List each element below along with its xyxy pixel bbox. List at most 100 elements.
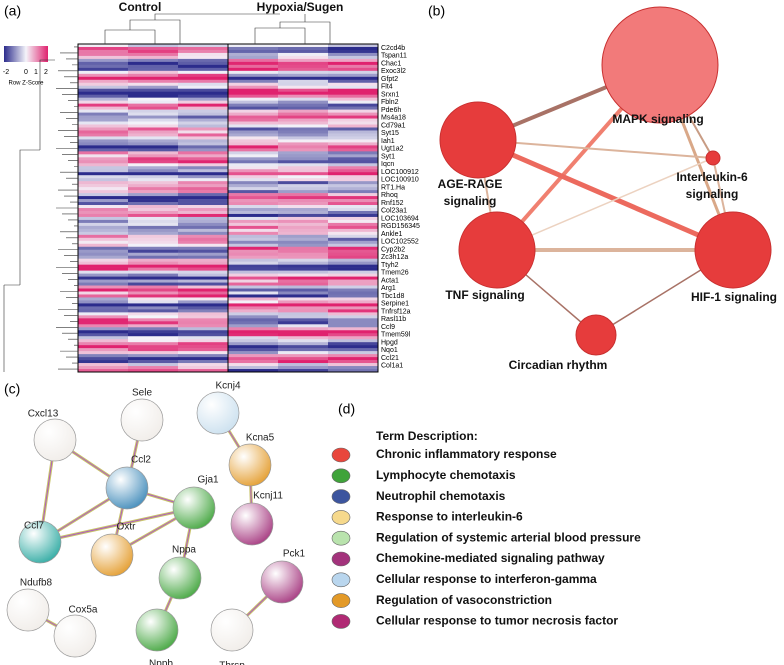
heat-cell bbox=[228, 297, 279, 301]
heat-cell bbox=[278, 318, 329, 322]
heat-cell bbox=[178, 222, 229, 227]
legend-swatch bbox=[331, 468, 351, 484]
heat-cell bbox=[178, 279, 229, 283]
heat-cell bbox=[328, 243, 379, 248]
heat-cell bbox=[328, 294, 379, 298]
heat-cell bbox=[228, 222, 279, 227]
heat-cell bbox=[78, 279, 129, 283]
heat-cell bbox=[128, 333, 179, 337]
heat-cell bbox=[128, 360, 179, 364]
heat-cell bbox=[328, 94, 379, 98]
heat-cell bbox=[328, 148, 379, 152]
gene-label: Arg1 bbox=[381, 285, 396, 292]
pathway-node bbox=[458, 211, 536, 289]
heat-cell bbox=[278, 258, 329, 262]
heat-cell bbox=[328, 55, 379, 60]
heat-cell bbox=[278, 187, 329, 191]
heat-cell bbox=[128, 133, 179, 137]
heat-cell bbox=[128, 175, 179, 179]
heat-cell bbox=[78, 276, 129, 280]
heat-cell bbox=[278, 348, 329, 352]
heat-cell bbox=[178, 157, 229, 161]
heat-cell bbox=[78, 109, 129, 113]
legend-swatch bbox=[331, 510, 351, 525]
heat-cell bbox=[328, 267, 379, 271]
protein-node bbox=[53, 614, 97, 658]
heat-cell bbox=[128, 121, 179, 125]
heat-cell bbox=[78, 136, 129, 140]
heat-cell bbox=[178, 342, 229, 346]
heat-cell bbox=[128, 85, 179, 90]
heat-cell bbox=[78, 121, 129, 125]
heat-cell bbox=[178, 127, 229, 131]
heat-cell bbox=[228, 369, 279, 373]
heat-cell bbox=[178, 199, 229, 203]
heat-cell bbox=[228, 219, 279, 224]
heat-cell bbox=[278, 73, 329, 78]
heat-cell bbox=[78, 282, 129, 286]
heat-cell bbox=[278, 49, 329, 54]
heat-cell bbox=[228, 306, 279, 310]
protein-label: Ccl7 bbox=[24, 521, 44, 532]
heat-cell bbox=[128, 348, 179, 352]
heat-cell bbox=[78, 76, 129, 81]
heat-cell bbox=[128, 130, 179, 134]
heat-cell bbox=[128, 94, 179, 98]
protein-node bbox=[18, 520, 62, 564]
heat-cell bbox=[228, 136, 279, 140]
heat-cell bbox=[278, 255, 329, 259]
heat-cell bbox=[128, 58, 179, 63]
heat-cell bbox=[228, 169, 279, 173]
heat-cell bbox=[278, 190, 329, 194]
heat-cell bbox=[328, 357, 379, 361]
heat-cell bbox=[178, 187, 229, 191]
heat-cell bbox=[328, 273, 379, 277]
heat-cell bbox=[178, 130, 229, 134]
heat-cell bbox=[228, 85, 279, 90]
heat-cell bbox=[278, 282, 329, 286]
heat-cell bbox=[228, 154, 279, 158]
heat-cell bbox=[128, 297, 179, 301]
heat-cell bbox=[278, 225, 329, 230]
heat-cell bbox=[328, 58, 379, 63]
heat-cell bbox=[178, 270, 229, 274]
heat-cell bbox=[178, 288, 229, 292]
heat-cell bbox=[128, 324, 179, 328]
heat-cell bbox=[278, 205, 329, 209]
gene-label: Tmem59l bbox=[381, 332, 411, 339]
heat-cell bbox=[278, 237, 329, 242]
heat-cell bbox=[78, 255, 129, 259]
heat-cell bbox=[228, 291, 279, 295]
heat-cell bbox=[328, 175, 379, 179]
heat-cell bbox=[328, 142, 379, 146]
gene-label: Syt15 bbox=[381, 130, 399, 137]
heat-cell bbox=[278, 148, 329, 152]
heat-cell bbox=[328, 351, 379, 355]
heat-cell bbox=[328, 100, 379, 104]
heat-cell bbox=[78, 327, 129, 331]
gene-label: LOC103694 bbox=[381, 215, 419, 222]
heat-cell bbox=[78, 142, 129, 146]
heat-cell bbox=[228, 202, 279, 206]
heat-cell bbox=[178, 100, 229, 104]
heat-cell bbox=[178, 255, 229, 259]
heat-cell bbox=[78, 112, 129, 116]
heat-cell bbox=[78, 73, 129, 78]
heat-cell bbox=[328, 309, 379, 313]
heat-cell bbox=[128, 330, 179, 334]
heat-cell bbox=[278, 219, 329, 224]
heat-cell bbox=[78, 55, 129, 60]
protein-label: Kcnj4 bbox=[215, 381, 240, 392]
panel-label: (c) bbox=[4, 381, 20, 397]
heat-cell bbox=[128, 88, 179, 93]
heat-cell bbox=[178, 321, 229, 325]
gene-label: Serpine1 bbox=[381, 301, 409, 308]
heat-cell bbox=[178, 202, 229, 206]
heat-cell bbox=[78, 294, 129, 298]
heat-cell bbox=[278, 175, 329, 179]
heat-cell bbox=[128, 127, 179, 131]
heat-cell bbox=[78, 231, 129, 236]
heat-cell bbox=[128, 351, 179, 355]
heat-cell bbox=[78, 363, 129, 367]
heat-cell bbox=[78, 246, 129, 251]
